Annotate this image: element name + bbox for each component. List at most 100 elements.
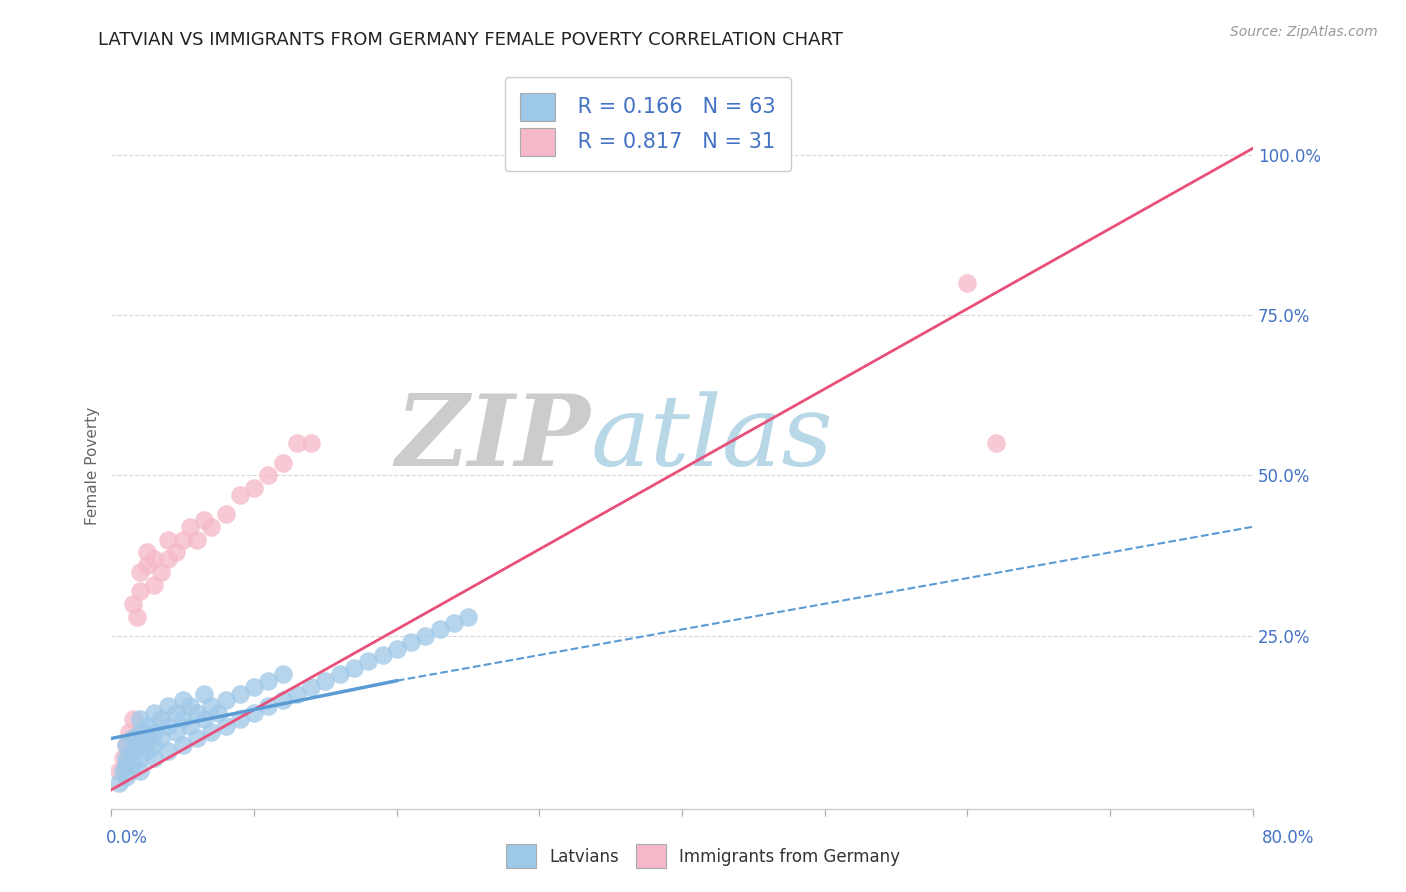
Point xyxy=(129,725,152,739)
Point xyxy=(114,738,136,752)
Point xyxy=(193,687,215,701)
Text: Source: ZipAtlas.com: Source: ZipAtlas.com xyxy=(1230,25,1378,38)
Point xyxy=(214,693,236,707)
Point xyxy=(956,276,979,290)
Point xyxy=(193,513,215,527)
Point xyxy=(186,533,208,547)
Y-axis label: Female Poverty: Female Poverty xyxy=(86,407,100,525)
Point xyxy=(243,481,266,495)
Point xyxy=(114,770,136,784)
Point xyxy=(343,661,366,675)
Point xyxy=(127,609,149,624)
Point xyxy=(186,706,208,720)
Point xyxy=(129,712,152,726)
Point xyxy=(165,725,187,739)
Point xyxy=(143,725,166,739)
Point xyxy=(271,456,294,470)
Point xyxy=(207,706,229,720)
Point xyxy=(117,725,139,739)
Point xyxy=(271,667,294,681)
Point xyxy=(413,629,436,643)
Legend:  R = 0.166   N = 63,  R = 0.817   N = 31: R = 0.166 N = 63, R = 0.817 N = 31 xyxy=(505,78,792,171)
Point xyxy=(111,750,134,764)
Point xyxy=(157,533,180,547)
Text: 0.0%: 0.0% xyxy=(105,829,148,847)
Point xyxy=(157,552,180,566)
Point xyxy=(200,699,222,714)
Point xyxy=(172,712,194,726)
Point xyxy=(129,565,152,579)
Text: LATVIAN VS IMMIGRANTS FROM GERMANY FEMALE POVERTY CORRELATION CHART: LATVIAN VS IMMIGRANTS FROM GERMANY FEMAL… xyxy=(98,30,844,48)
Point xyxy=(121,712,143,726)
Point xyxy=(271,693,294,707)
Point xyxy=(143,706,166,720)
Point xyxy=(143,577,166,591)
Point xyxy=(150,712,173,726)
Point xyxy=(429,623,451,637)
Point xyxy=(121,757,143,772)
Point xyxy=(179,699,201,714)
Point xyxy=(114,757,136,772)
Point xyxy=(136,718,159,732)
Point xyxy=(243,680,266,694)
Point xyxy=(107,764,129,778)
Point xyxy=(129,738,152,752)
Point xyxy=(229,687,252,701)
Text: 80.0%: 80.0% xyxy=(1263,829,1315,847)
Point xyxy=(129,750,152,764)
Point xyxy=(314,673,336,688)
Point xyxy=(457,609,479,624)
Point xyxy=(111,764,134,778)
Text: ZIP: ZIP xyxy=(396,390,591,487)
Point xyxy=(299,436,322,450)
Point xyxy=(200,725,222,739)
Legend: Latvians, Immigrants from Germany: Latvians, Immigrants from Germany xyxy=(499,838,907,875)
Point xyxy=(143,552,166,566)
Point xyxy=(329,667,352,681)
Point xyxy=(172,693,194,707)
Point xyxy=(443,615,465,630)
Point xyxy=(165,706,187,720)
Point xyxy=(129,583,152,598)
Point xyxy=(385,641,408,656)
Point xyxy=(200,520,222,534)
Point xyxy=(136,731,159,746)
Point xyxy=(157,699,180,714)
Point xyxy=(172,533,194,547)
Point xyxy=(243,706,266,720)
Point xyxy=(107,776,129,790)
Point xyxy=(371,648,394,662)
Point xyxy=(136,558,159,573)
Point xyxy=(179,520,201,534)
Point xyxy=(179,718,201,732)
Point xyxy=(143,738,166,752)
Point xyxy=(214,718,236,732)
Point xyxy=(157,718,180,732)
Point xyxy=(150,731,173,746)
Point xyxy=(114,750,136,764)
Point xyxy=(150,565,173,579)
Point xyxy=(165,545,187,559)
Point xyxy=(121,731,143,746)
Point xyxy=(257,468,280,483)
Point xyxy=(157,744,180,758)
Point xyxy=(121,744,143,758)
Point xyxy=(285,687,308,701)
Point xyxy=(114,738,136,752)
Point xyxy=(984,436,1007,450)
Point xyxy=(257,699,280,714)
Point xyxy=(257,673,280,688)
Point xyxy=(214,507,236,521)
Point xyxy=(136,545,159,559)
Point xyxy=(121,597,143,611)
Point xyxy=(399,635,422,649)
Point xyxy=(229,712,252,726)
Point xyxy=(136,744,159,758)
Point xyxy=(186,731,208,746)
Point xyxy=(193,712,215,726)
Point xyxy=(299,680,322,694)
Point xyxy=(229,488,252,502)
Point xyxy=(285,436,308,450)
Point xyxy=(143,750,166,764)
Point xyxy=(172,738,194,752)
